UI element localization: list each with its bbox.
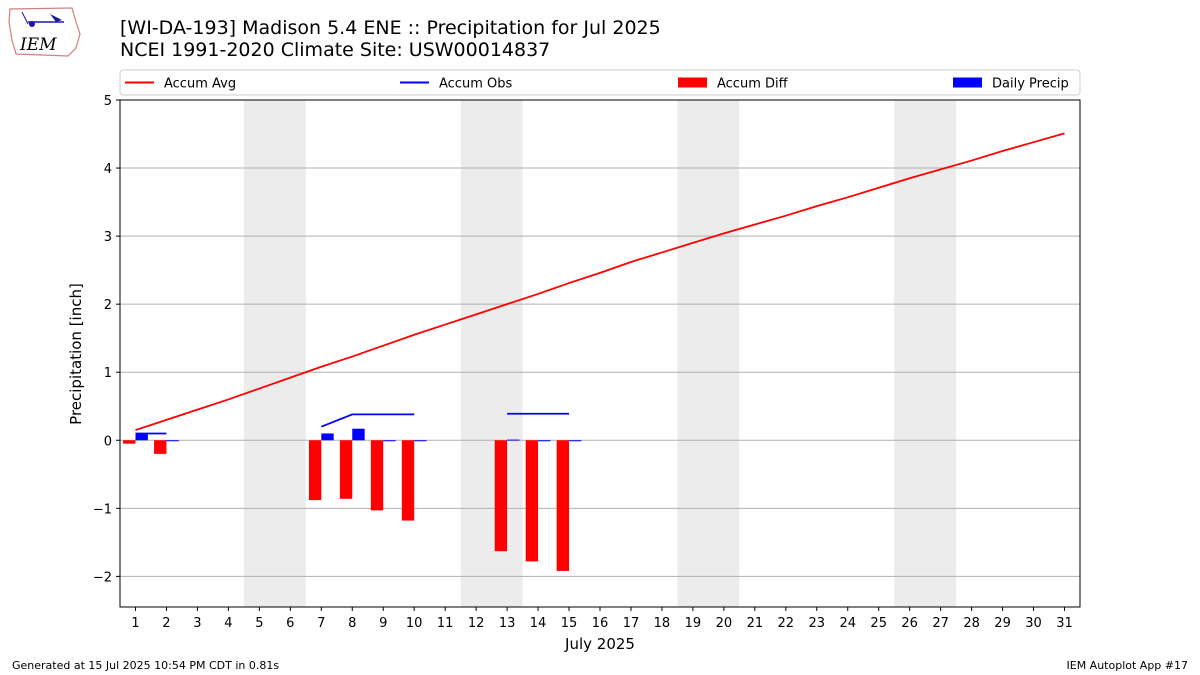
y-tick-label: −2 <box>93 570 112 585</box>
x-tick-label: 23 <box>809 616 826 631</box>
x-tick-label: 14 <box>530 616 547 631</box>
generated-timestamp: Generated at 15 Jul 2025 10:54 PM CDT in… <box>12 659 280 672</box>
legend-label: Accum Obs <box>439 77 512 92</box>
y-tick-label: 4 <box>104 162 112 177</box>
x-tick-label: 13 <box>499 616 516 631</box>
logo-text: IEM <box>19 35 57 55</box>
x-tick-label: 12 <box>468 616 485 631</box>
y-axis-label: Precipitation [inch] <box>67 283 85 425</box>
daily-precip-bar <box>383 440 396 442</box>
y-tick-label: 1 <box>104 366 112 381</box>
y-tick-label: 5 <box>104 94 112 109</box>
accum-diff-bar <box>556 440 570 571</box>
x-tick-label: 2 <box>162 616 170 631</box>
legend-box <box>119 69 1081 96</box>
x-tick-label: 8 <box>348 616 356 631</box>
x-axis-label: July 2025 <box>564 635 635 653</box>
x-tick-label: 7 <box>317 616 325 631</box>
bars <box>123 428 582 571</box>
daily-precip-bar <box>507 439 520 441</box>
legend-label: Accum Avg <box>164 77 236 92</box>
legend: Accum Avg Accum Obs Accum Diff Daily Precip <box>119 69 1081 96</box>
weekend-shading <box>243 100 957 607</box>
weekend-band <box>677 100 740 607</box>
series-lines <box>135 132 1065 435</box>
legend-label: Accum Diff <box>717 77 789 92</box>
daily-precip-bar <box>538 440 551 442</box>
accum-diff-bar <box>370 440 384 511</box>
weekend-band <box>243 100 306 607</box>
x-tick-label: 20 <box>716 616 733 631</box>
weekend-band <box>460 100 523 607</box>
x-tick-label: 5 <box>255 616 263 631</box>
daily-precip-bar <box>352 428 365 441</box>
legend-swatch <box>678 77 707 88</box>
legend-swatch <box>953 77 982 88</box>
x-tick-label: 16 <box>592 616 609 631</box>
x-tick-label: 26 <box>901 616 918 631</box>
x-tick-label: 21 <box>747 616 764 631</box>
accum-diff-bar <box>494 440 508 552</box>
y-tick-label: −1 <box>93 502 112 517</box>
daily-precip-bar <box>414 440 427 442</box>
iem-logo: IEM <box>8 7 81 57</box>
x-tick-label: 27 <box>932 616 949 631</box>
x-tick-label: 25 <box>870 616 887 631</box>
y-tick-label: 0 <box>104 434 112 449</box>
x-tick-label: 3 <box>193 616 201 631</box>
daily-precip-bar <box>569 440 582 442</box>
accum-diff-bar <box>525 440 539 562</box>
x-tick-label: 4 <box>224 616 232 631</box>
chart-subtitle: NCEI 1991-2020 Climate Site: USW00014837 <box>120 39 551 61</box>
x-tick-label: 9 <box>379 616 387 631</box>
x-tick-label: 24 <box>839 616 856 631</box>
weekend-band <box>894 100 957 607</box>
x-tick-label: 10 <box>406 616 423 631</box>
x-tick-label: 15 <box>561 616 578 631</box>
daily-precip-bar <box>135 433 148 441</box>
x-tick-label: 18 <box>654 616 671 631</box>
x-tick-label: 30 <box>1025 616 1042 631</box>
accum-diff-bar <box>339 440 353 499</box>
daily-precip-bar <box>166 440 179 442</box>
accum-diff-bar <box>123 440 136 444</box>
x-tick-label: 28 <box>963 616 980 631</box>
accum-obs-line <box>320 413 415 428</box>
accum-diff-bar <box>154 440 167 454</box>
x-tick-label: 17 <box>623 616 640 631</box>
accum-diff-bar <box>401 440 415 521</box>
x-tick-label: 1 <box>131 616 139 631</box>
x-tick-label: 19 <box>685 616 702 631</box>
daily-precip-bar <box>321 433 334 441</box>
app-credit: IEM Autoplot App #17 <box>1066 659 1189 672</box>
x-tick-label: 11 <box>437 616 454 631</box>
y-tick-label: 3 <box>104 230 112 245</box>
chart-title: [WI-DA-193] Madison 5.4 ENE :: Precipita… <box>120 17 661 39</box>
accum-diff-bar <box>308 440 322 501</box>
x-tick-label: 6 <box>286 616 294 631</box>
y-tick-label: 2 <box>104 298 112 313</box>
x-tick-label: 29 <box>994 616 1011 631</box>
accum-avg-line <box>135 132 1065 431</box>
x-tick-label: 22 <box>778 616 795 631</box>
legend-label: Daily Precip <box>992 77 1069 92</box>
x-tick-label: 31 <box>1056 616 1073 631</box>
